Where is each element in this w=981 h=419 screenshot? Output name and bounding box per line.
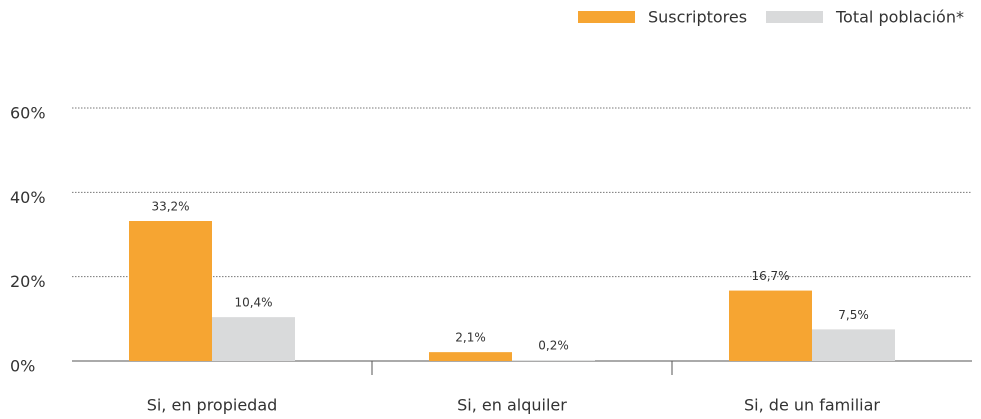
value-label: 33,2% — [151, 200, 189, 214]
bar — [812, 329, 895, 361]
legend-label: Total población* — [835, 8, 964, 27]
y-tick-label: 0% — [10, 357, 35, 376]
x-tick-label: Si, en propiedad — [147, 396, 278, 415]
bar — [129, 221, 212, 361]
bar — [429, 352, 512, 361]
value-label: 2,1% — [455, 331, 486, 345]
x-tick-label: Si, de un familiar — [744, 396, 880, 415]
bar — [729, 290, 812, 361]
legend-label: Suscriptores — [648, 8, 747, 27]
y-tick-label: 20% — [10, 272, 46, 291]
value-label: 10,4% — [234, 296, 272, 310]
legend-swatch — [766, 11, 823, 23]
bar — [512, 360, 595, 361]
bar — [212, 317, 295, 361]
value-label: 16,7% — [751, 269, 789, 283]
y-tick-label: 40% — [10, 188, 46, 207]
x-tick-label: Si, en alquiler — [457, 396, 567, 415]
value-label: 7,5% — [838, 308, 869, 322]
y-tick-label: 60% — [10, 104, 46, 123]
value-label: 0,2% — [538, 339, 569, 353]
legend-swatch — [578, 11, 635, 23]
